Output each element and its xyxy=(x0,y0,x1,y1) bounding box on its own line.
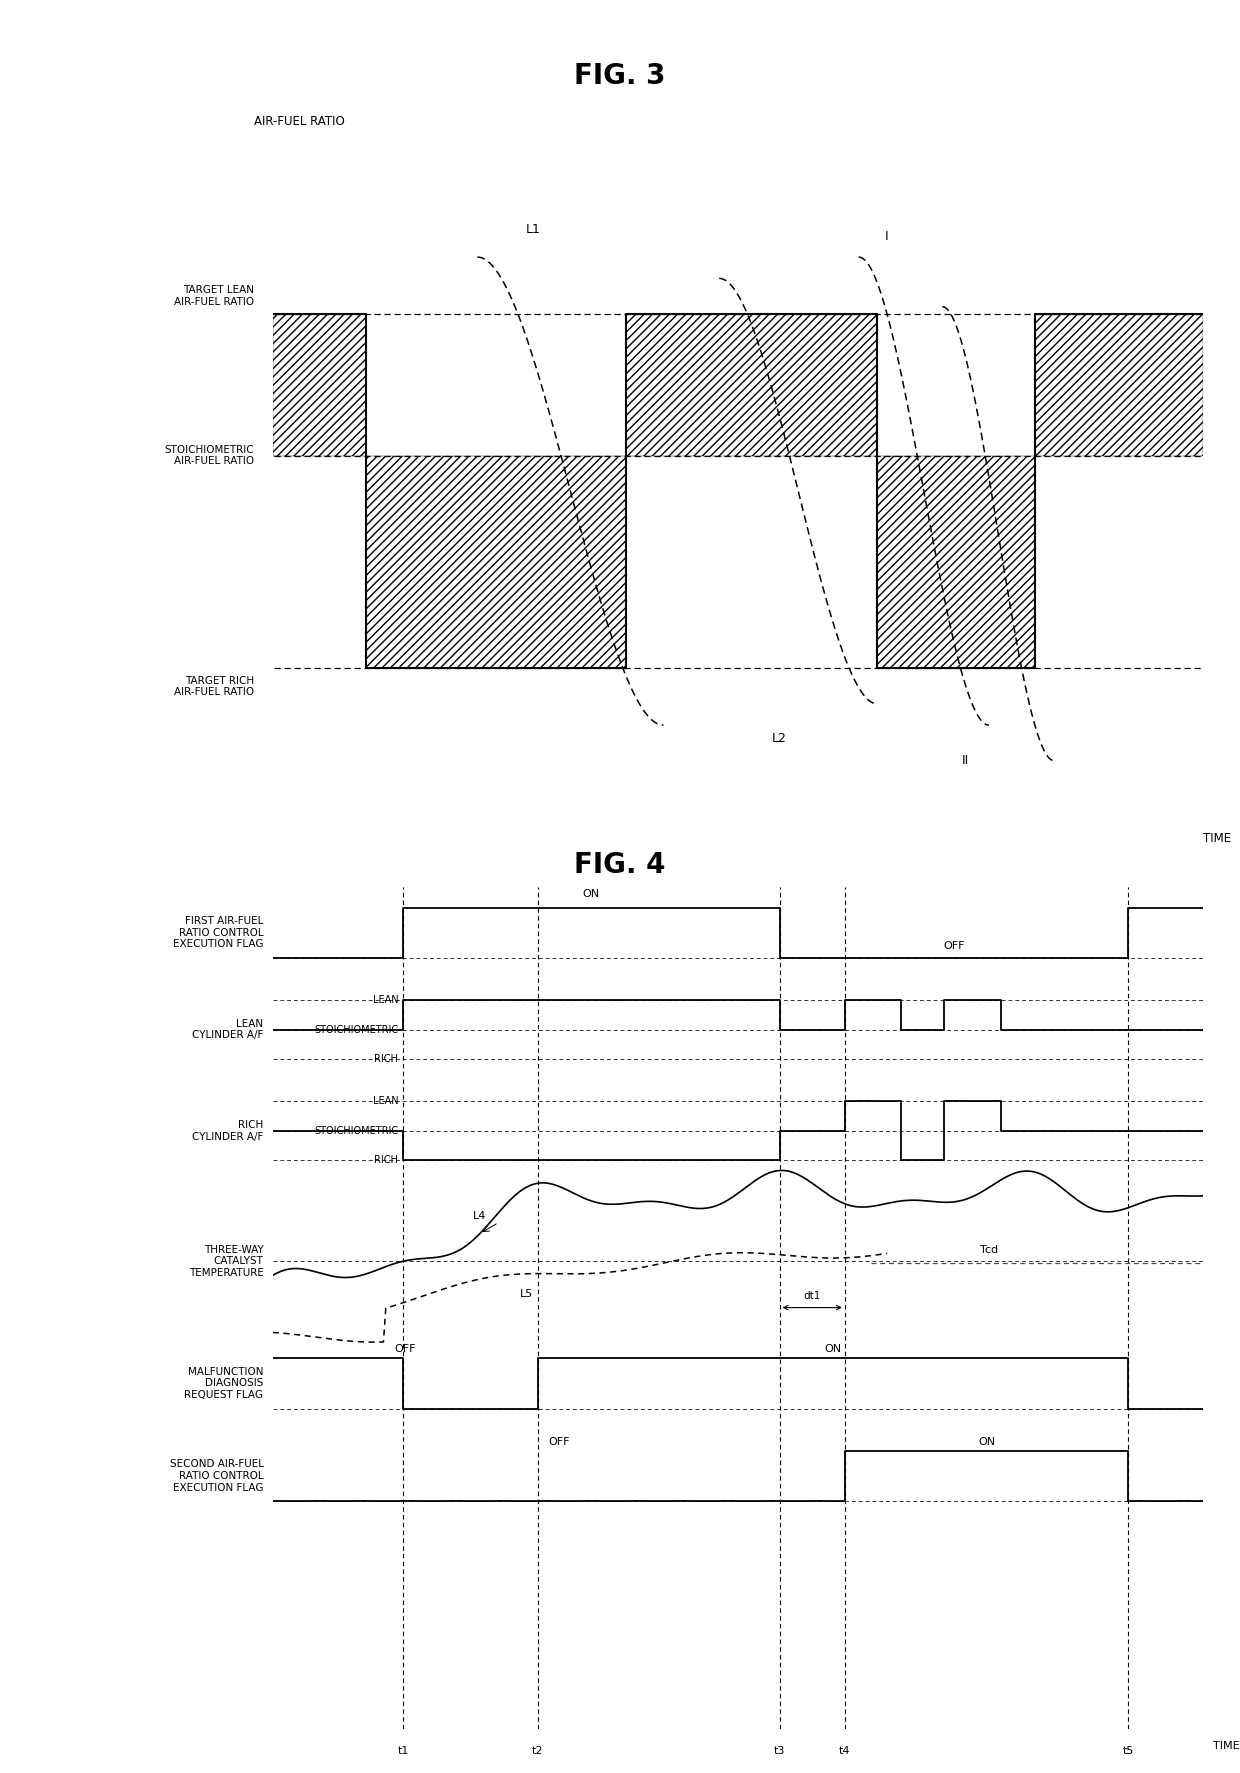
Text: II: II xyxy=(962,754,970,766)
Text: RICH: RICH xyxy=(374,1055,398,1064)
Text: OFF: OFF xyxy=(944,941,965,952)
Text: OFF: OFF xyxy=(394,1344,417,1355)
Text: ON: ON xyxy=(978,1436,996,1447)
Text: OFF: OFF xyxy=(548,1436,569,1447)
Text: L5: L5 xyxy=(521,1289,533,1300)
Text: FIRST AIR-FUEL
RATIO CONTROL
EXECUTION FLAG: FIRST AIR-FUEL RATIO CONTROL EXECUTION F… xyxy=(174,917,263,949)
Text: t1: t1 xyxy=(397,1745,409,1755)
Text: TIME: TIME xyxy=(1214,1741,1240,1752)
Text: Tcd: Tcd xyxy=(980,1245,998,1255)
Text: LEAN: LEAN xyxy=(373,995,398,1005)
Text: TARGET LEAN
AIR-FUEL RATIO: TARGET LEAN AIR-FUEL RATIO xyxy=(174,285,254,307)
Text: L4: L4 xyxy=(474,1211,486,1222)
Text: STOICHIOMETRIC: STOICHIOMETRIC xyxy=(314,1126,398,1136)
Text: FIG. 3: FIG. 3 xyxy=(574,62,666,90)
Text: t4: t4 xyxy=(839,1745,851,1755)
Text: THREE-WAY
CATALYST
TEMPERATURE: THREE-WAY CATALYST TEMPERATURE xyxy=(188,1245,263,1278)
Text: L1: L1 xyxy=(526,223,541,236)
Text: FIG. 4: FIG. 4 xyxy=(574,851,666,879)
Text: t5: t5 xyxy=(1122,1745,1135,1755)
Text: ON: ON xyxy=(583,888,600,899)
Text: RICH: RICH xyxy=(374,1156,398,1165)
Text: L2: L2 xyxy=(773,732,787,745)
Text: RICH
CYLINDER A/F: RICH CYLINDER A/F xyxy=(192,1121,263,1142)
Text: TIME: TIME xyxy=(1203,832,1230,844)
Text: LEAN
CYLINDER A/F: LEAN CYLINDER A/F xyxy=(192,1019,263,1041)
Text: SECOND AIR-FUEL
RATIO CONTROL
EXECUTION FLAG: SECOND AIR-FUEL RATIO CONTROL EXECUTION … xyxy=(170,1459,263,1493)
Text: STOICHIOMETRIC
AIR-FUEL RATIO: STOICHIOMETRIC AIR-FUEL RATIO xyxy=(165,445,254,466)
Text: LEAN: LEAN xyxy=(373,1096,398,1106)
Text: I: I xyxy=(885,230,888,243)
Text: MALFUNCTION
DIAGNOSIS
REQUEST FLAG: MALFUNCTION DIAGNOSIS REQUEST FLAG xyxy=(185,1367,263,1401)
Text: t3: t3 xyxy=(774,1745,785,1755)
Text: dt1: dt1 xyxy=(804,1291,821,1301)
Text: STOICHIOMETRIC: STOICHIOMETRIC xyxy=(314,1025,398,1035)
Text: t2: t2 xyxy=(532,1745,543,1755)
Text: ON: ON xyxy=(825,1344,842,1355)
Text: TARGET RICH
AIR-FUEL RATIO: TARGET RICH AIR-FUEL RATIO xyxy=(174,676,254,697)
Text: AIR-FUEL RATIO: AIR-FUEL RATIO xyxy=(254,115,345,128)
